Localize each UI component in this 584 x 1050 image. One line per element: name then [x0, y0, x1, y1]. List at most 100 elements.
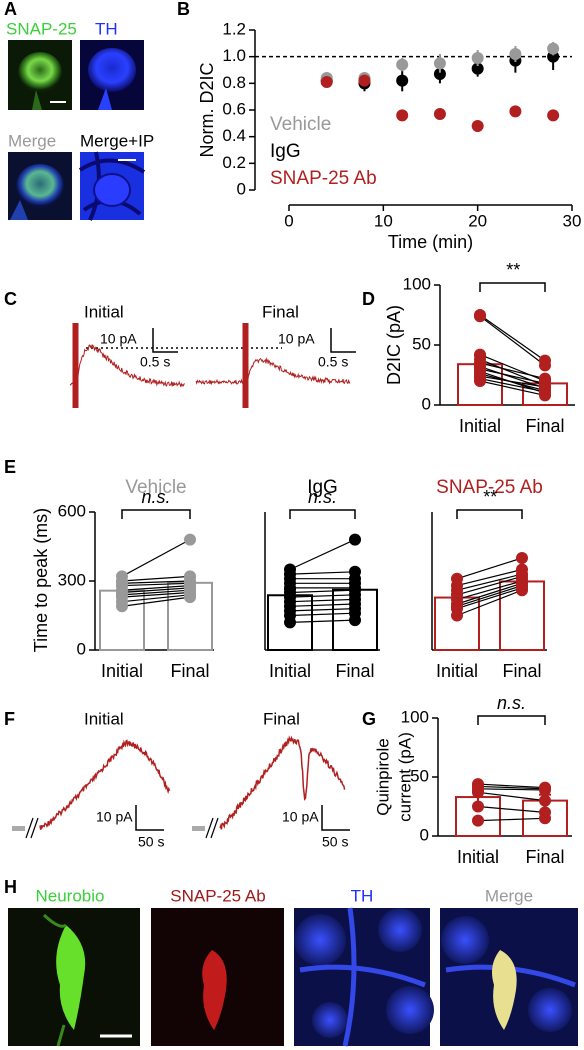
- scale-label: 10 pA: [100, 331, 137, 347]
- y-tick-label: 1.2: [222, 19, 246, 38]
- scale-label: 50 s: [322, 834, 348, 850]
- y-axis-label: D2IC (pA): [384, 305, 404, 385]
- data-point: [539, 794, 551, 807]
- data-point: [509, 105, 522, 118]
- significance-bracket: [121, 509, 191, 519]
- data-point: [396, 74, 409, 87]
- pair-line: [479, 380, 546, 396]
- data-point: [516, 552, 528, 564]
- x-tick-label: Final: [525, 416, 564, 436]
- data-point: [547, 109, 560, 122]
- pair-line: [456, 573, 523, 591]
- pair-line: [477, 791, 546, 802]
- traces: [39, 735, 346, 830]
- data-point: [474, 310, 486, 323]
- scale-label: 10 pA: [282, 809, 319, 825]
- data-point: [471, 120, 484, 132]
- pair-line: [456, 585, 523, 607]
- panel-label: H: [4, 877, 17, 897]
- pair-line: [289, 589, 356, 594]
- data-point: [509, 48, 522, 60]
- baseline-marker: [12, 817, 219, 839]
- scale-bar: [330, 328, 356, 353]
- panel-label: B: [177, 0, 190, 19]
- pair-line: [477, 785, 546, 790]
- x-tick-label: Final: [502, 661, 541, 681]
- pair-line: [479, 368, 546, 384]
- y-axis-label: Quinpirole: [373, 738, 392, 816]
- y-tick-label: 0: [77, 639, 86, 658]
- data-point: [539, 812, 551, 825]
- scale-label: 0.5 s: [318, 354, 348, 370]
- pair-line: [456, 582, 523, 605]
- panel-label: E: [4, 457, 16, 477]
- significance-label: n.s.: [497, 693, 526, 713]
- pair-line: [477, 783, 546, 789]
- data-point: [471, 52, 484, 64]
- pair-line: [479, 362, 546, 380]
- panel-title: IgG: [307, 477, 338, 498]
- data-point: [349, 614, 361, 627]
- image-label: Merge: [8, 131, 56, 150]
- pair-line: [477, 788, 546, 791]
- significance-label: **: [505, 260, 520, 280]
- pair-line: [121, 594, 191, 603]
- x-tick-label: Initial: [457, 847, 499, 867]
- image-label: TH: [351, 886, 374, 905]
- micrograph: [440, 908, 578, 1046]
- pair-line: [479, 378, 546, 393]
- x-tick-label: Initial: [436, 661, 478, 681]
- scale-label: 10 pA: [278, 331, 315, 347]
- trace-label: Final: [263, 709, 300, 728]
- trace: [195, 357, 351, 395]
- trace-label: Final: [262, 302, 299, 321]
- significance-bracket: [456, 509, 523, 519]
- trace-label: Initial: [84, 709, 124, 728]
- scale-label: 0.5 s: [140, 354, 170, 370]
- y-tick-label: 50: [410, 766, 429, 785]
- image-label: Neurobio: [36, 886, 105, 905]
- data-point: [472, 814, 484, 827]
- data-point: [539, 359, 551, 372]
- pair-line: [121, 580, 191, 584]
- data-point: [396, 109, 409, 122]
- pair-line: [456, 575, 523, 596]
- x-tick-label: Final: [525, 847, 564, 867]
- data-point: [433, 57, 446, 70]
- data-point: [472, 786, 484, 799]
- data-point: [472, 800, 484, 813]
- data-point: [433, 108, 446, 120]
- y-tick-label: 0: [237, 179, 246, 198]
- micrograph: [8, 908, 140, 1047]
- image-label: Merge+IP: [80, 131, 154, 150]
- data-point: [320, 76, 333, 88]
- pair-line: [289, 603, 356, 607]
- pair-line: [456, 568, 523, 587]
- micrograph: [8, 40, 72, 110]
- x-tick-label: Final: [335, 661, 374, 681]
- pair-line: [121, 596, 191, 607]
- pair-line: [477, 817, 546, 822]
- data-point: [358, 74, 371, 87]
- data-point: [116, 600, 128, 613]
- y-tick-label: 50: [412, 334, 431, 353]
- pair-line: [289, 571, 356, 575]
- pair-line: [479, 314, 546, 362]
- significance-label: n.s.: [141, 487, 170, 507]
- y-tick-label: 0.2: [222, 153, 246, 172]
- pair-line: [456, 580, 523, 600]
- pair-line: [456, 557, 523, 580]
- data-point: [539, 783, 551, 796]
- y-tick-label: 1.0: [222, 46, 246, 65]
- pair-line: [289, 612, 356, 617]
- data-point: [184, 533, 196, 546]
- data-point: [184, 591, 196, 604]
- scale-label: 50 s: [138, 834, 164, 850]
- pair-line: [121, 539, 191, 577]
- panel-label: A: [4, 0, 17, 19]
- data-point: [474, 375, 486, 387]
- x-axis-label: Time (min): [388, 232, 473, 252]
- pair-line: [456, 587, 523, 610]
- scale-bar: [135, 805, 164, 831]
